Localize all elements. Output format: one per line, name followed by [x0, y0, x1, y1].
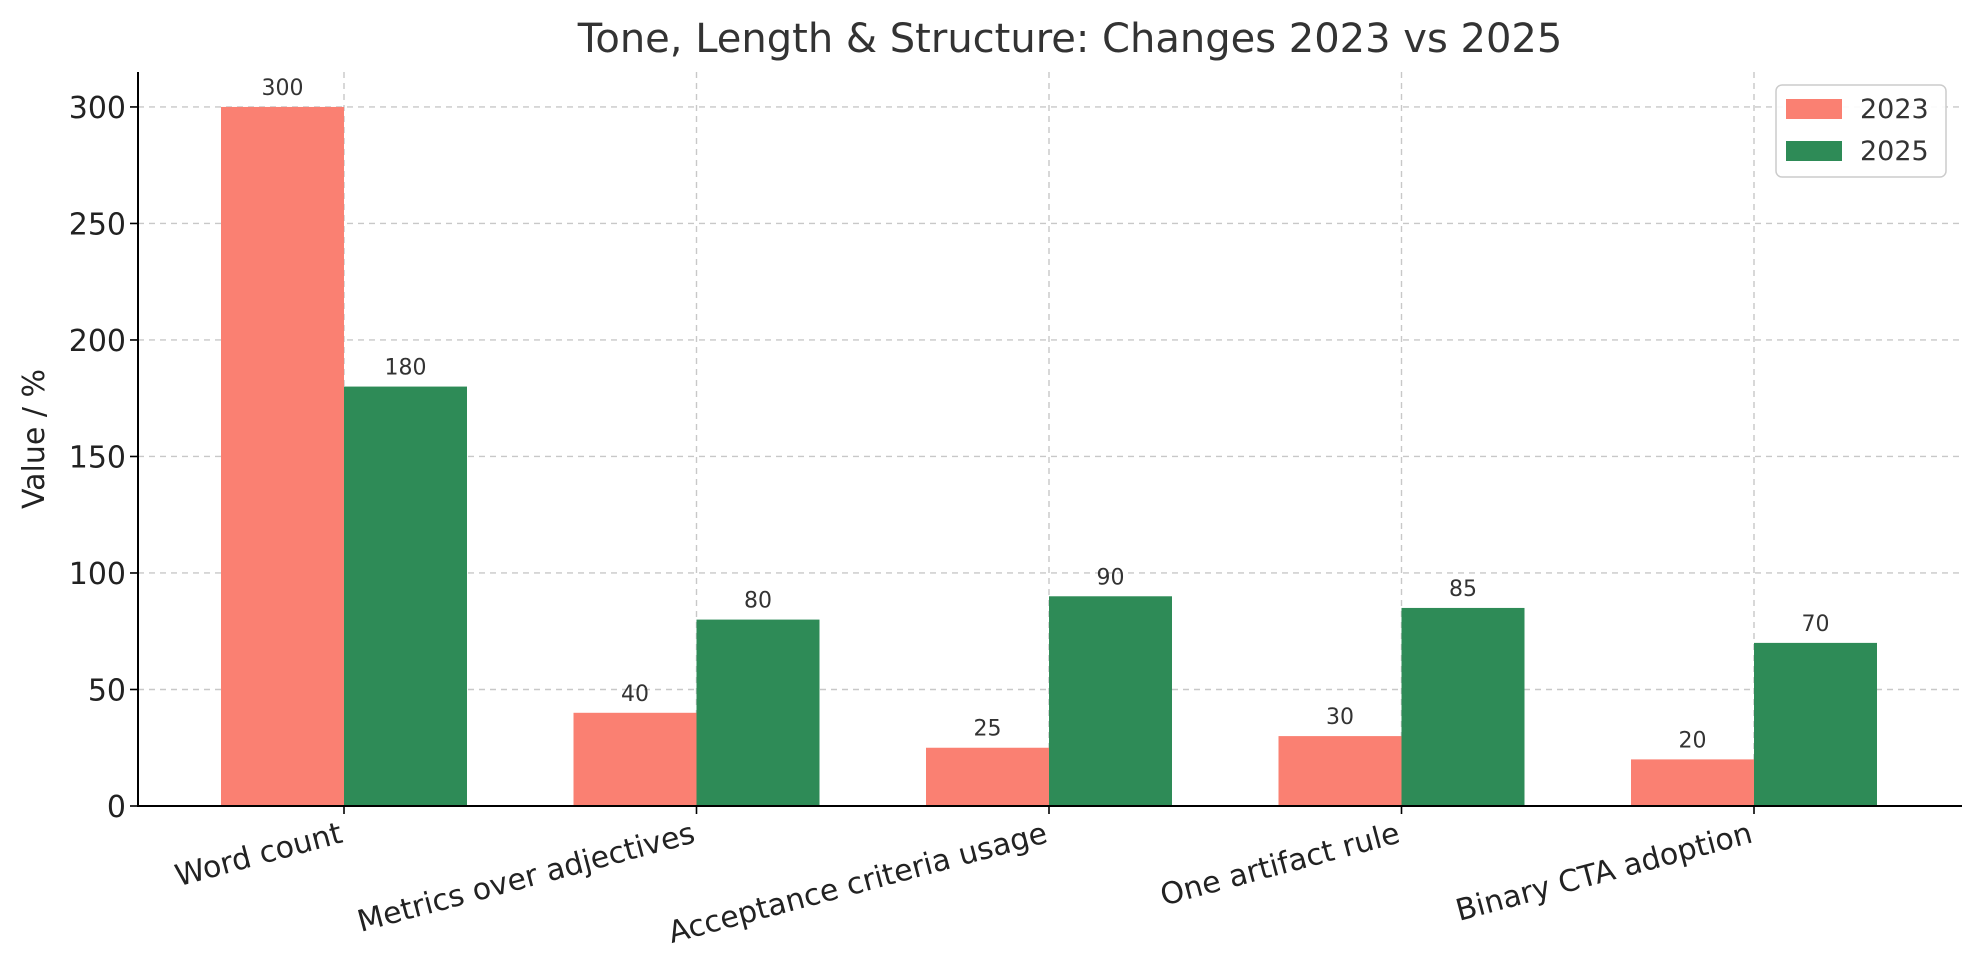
legend-label: 2025	[1860, 136, 1929, 167]
x-tick-label: Acceptance criteria usage	[665, 816, 1051, 951]
y-tick-label: 300	[69, 91, 126, 126]
bar-2023-3	[926, 747, 1049, 806]
y-tick-label: 200	[69, 324, 126, 359]
data-label: 70	[1802, 612, 1830, 637]
data-label: 25	[974, 717, 1002, 742]
axes	[130, 72, 1962, 814]
y-axis-label: Value / %	[17, 369, 52, 509]
bar-2025-2	[696, 619, 820, 806]
legend-label: 2023	[1860, 94, 1929, 125]
bar-2023-1	[221, 106, 344, 806]
y-tick-label: 100	[69, 557, 126, 592]
bar-2025-3	[1049, 596, 1172, 806]
y-tick-label: 50	[88, 673, 126, 708]
data-label: 40	[621, 682, 649, 707]
data-label: 90	[1097, 565, 1125, 590]
data-label: 180	[385, 356, 427, 381]
bar-2023-5	[1631, 759, 1754, 806]
legend-swatch-2023	[1786, 99, 1842, 119]
bar-2025-5	[1754, 642, 1877, 806]
bars	[221, 106, 1877, 806]
y-tick-label: 0	[107, 790, 126, 825]
y-tick-label: 250	[69, 207, 126, 242]
x-tick-label: Word count	[172, 816, 347, 894]
bar-2023-4	[1278, 736, 1402, 806]
x-tick-label: Binary CTA adoption	[1452, 816, 1756, 929]
bar-2023-2	[573, 712, 697, 806]
chart-title: Tone, Length & Structure: Changes 2023 v…	[577, 16, 1563, 62]
legend-swatch-2025	[1786, 141, 1842, 161]
x-tick-label: One artifact rule	[1157, 816, 1404, 914]
data-label: 20	[1679, 728, 1707, 753]
legend: 2023 2025	[1775, 84, 1947, 178]
x-tick-label: Metrics over adjectives	[354, 816, 699, 940]
data-label: 300	[262, 76, 304, 101]
y-tick-label: 150	[69, 440, 126, 475]
data-label: 30	[1326, 705, 1354, 730]
data-labels: 300 40 25 30 20 180 80 90 85 70	[262, 76, 1830, 753]
bar-2025-4	[1401, 607, 1525, 806]
data-label: 85	[1449, 577, 1477, 602]
bar-2025-1	[344, 386, 467, 806]
data-label: 80	[744, 589, 772, 614]
